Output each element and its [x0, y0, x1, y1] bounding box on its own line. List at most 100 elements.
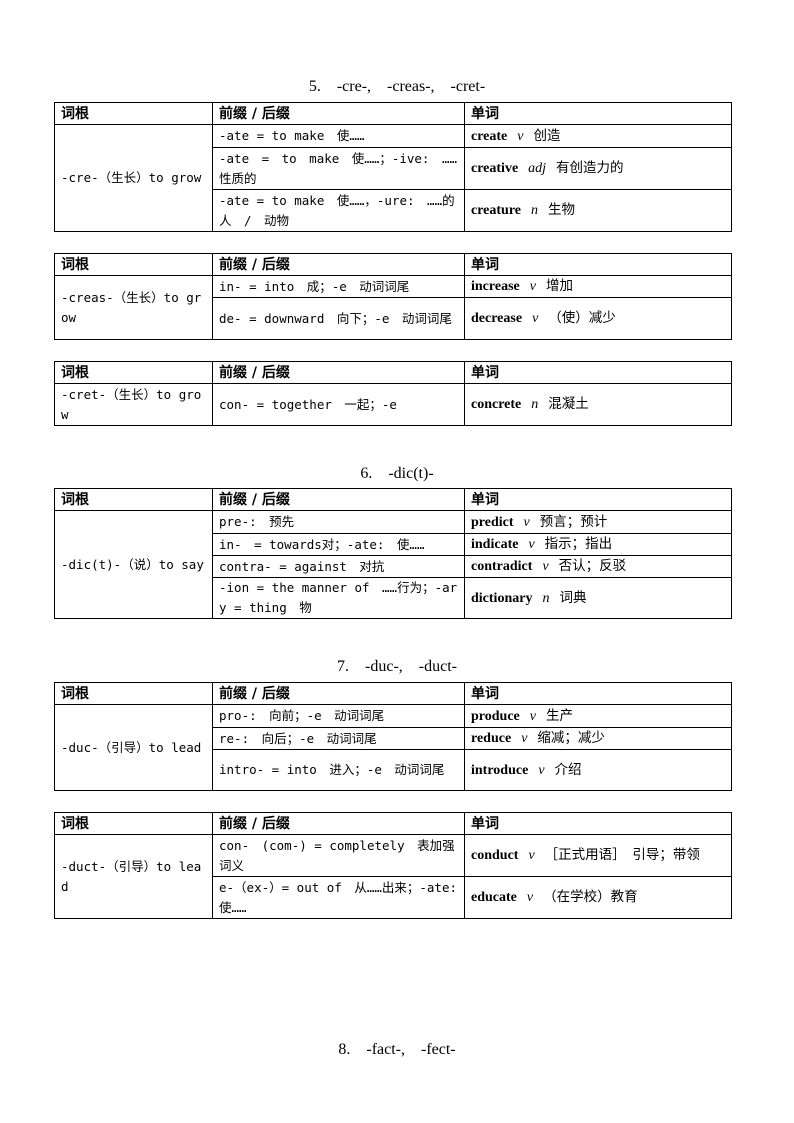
word: dictionary — [471, 590, 533, 606]
table-row: intro- = into 进入；-e 动词词尾 introduce v 介绍 — [55, 749, 732, 791]
word: creature — [471, 203, 522, 218]
word: decrease — [471, 311, 523, 326]
section-heading: 5. -cre-, -creas-, -cret- — [308, 78, 486, 95]
word-cell: predict v 预言；预计 — [464, 510, 732, 534]
root-cell: -dic(t)-（说）to say — [54, 510, 213, 619]
meaning: 生产 — [545, 707, 573, 724]
word: conduct — [471, 848, 519, 863]
word-cell: conduct v ［正式用语］ 引导；带领 — [464, 834, 732, 877]
affix-cell: intro- = into 进入；-e 动词词尾 — [212, 749, 465, 791]
part-of-speech: v — [528, 848, 535, 863]
part-of-speech: v — [542, 559, 549, 574]
affix-cell: con- = together 一起；-e — [212, 383, 465, 426]
meaning: 混凝土 — [548, 396, 589, 412]
header-affix: 前缀 / 后缀 — [212, 361, 465, 384]
word-cell: contradict v 否认；反驳 — [464, 555, 732, 578]
header-affix: 前缀 / 后缀 — [212, 682, 465, 705]
part-of-speech: v — [538, 762, 545, 778]
part-of-speech: v — [528, 537, 535, 552]
table-row: -ate = to make 使……，-ure: ……的人 / 动物 creatu… — [55, 189, 732, 232]
word-cell: dictionary n 词典 — [464, 577, 732, 619]
part-of-speech: n — [542, 590, 550, 606]
table-row: re-: 向后；-e 动词词尾 reduce v 缩减；减少 — [55, 727, 732, 750]
table-row: -duct-（引导）to lead con- (com-) = completel… — [54, 834, 732, 919]
vocab-table: 词根 前缀 / 后缀 单词 -duct-（引导）to lead con- (com-) … — [54, 812, 732, 919]
root-cell: -duc-（引导）to lead — [54, 704, 213, 791]
meaning: 预言；预计 — [539, 513, 608, 530]
affix-cell: con- (com-) = completely 表加强词义 — [212, 834, 465, 877]
word-cell: increase v 增加 — [464, 275, 732, 298]
affix-cell: contra- = against 对抗 — [212, 555, 465, 578]
vocab-table: 词根 前缀 / 后缀 单词 -duc-（引导）to lead pro-: 向前；-e 动… — [54, 682, 732, 791]
header-root: 词根 — [54, 253, 213, 276]
word: create — [471, 128, 508, 144]
header-root: 词根 — [54, 812, 213, 835]
table-row: -cret-（生长）to grow con- = together 一起；-e co… — [54, 383, 732, 426]
header-affix: 前缀 / 后缀 — [212, 488, 465, 511]
table-header-row: 词根 前缀 / 后缀 单词 — [54, 812, 732, 835]
meaning: 否认；反驳 — [558, 558, 627, 574]
word-cell: educate v （在学校）教育 — [464, 876, 732, 919]
vocab-table: 词根 前缀 / 后缀 单词 -creas-（生长）to grow in- = into … — [54, 253, 732, 340]
meaning: 指示；指出 — [544, 536, 613, 552]
header-root: 词根 — [54, 361, 213, 384]
part-of-speech: v — [529, 279, 536, 294]
table-row: de- = downward 向下；-e 动词词尾 decrease v （使）减少 — [55, 297, 732, 340]
word-cell: introduce v 介绍 — [464, 749, 732, 791]
part-of-speech: v — [521, 731, 528, 746]
meaning: （在学校）教育 — [543, 889, 638, 905]
word: reduce — [471, 731, 512, 746]
root-cell: -cret-（生长）to grow — [54, 383, 213, 426]
header-word: 单词 — [464, 682, 732, 705]
meaning: 缩减；减少 — [537, 730, 605, 746]
word-cell: concrete n 混凝土 — [464, 383, 732, 426]
word-cell: decrease v （使）减少 — [464, 297, 732, 340]
header-word: 单词 — [464, 361, 732, 384]
header-word: 单词 — [464, 488, 732, 511]
header-affix: 前缀 / 后缀 — [212, 253, 465, 276]
section-heading: 6. -dic(t)- — [360, 465, 434, 482]
meaning: 增加 — [545, 278, 573, 294]
vocab-table: 词根 前缀 / 后缀 单词 -cre-（生长）to grow -ate = to mak… — [54, 102, 732, 232]
part-of-speech: v — [517, 128, 524, 144]
header-root: 词根 — [54, 102, 213, 125]
affix-cell: in- = into 成；-e 动词词尾 — [212, 275, 465, 298]
vocab-table: 词根 前缀 / 后缀 单词 -cret-（生长）to grow con- = toget… — [54, 361, 732, 426]
word: indicate — [471, 537, 519, 552]
word: contradict — [471, 559, 533, 574]
affix-cell: re-: 向后；-e 动词词尾 — [212, 727, 465, 750]
meaning: 创造 — [533, 127, 561, 144]
word: concrete — [471, 397, 522, 412]
word-cell: indicate v 指示；指出 — [464, 533, 732, 556]
part-of-speech: n — [531, 397, 539, 412]
table-row: -creas-（生长）to grow in- = into 成；-e 动词词尾 in… — [54, 275, 732, 340]
meaning: ［正式用语］ 引导；带领 — [544, 847, 700, 863]
affix-cell: de- = downward 向下；-e 动词词尾 — [212, 297, 465, 340]
affix-cell: -ate = to make 使……，-ure: ……的人 / 动物 — [212, 189, 465, 232]
word-cell: produce v 生产 — [464, 704, 732, 728]
affix-cell: -ate = to make 使……；-ive: ……性质的 — [212, 147, 465, 190]
meaning: 词典 — [559, 589, 587, 606]
table-row: contra- = against 对抗 contradict v 否认；反驳 — [55, 555, 732, 578]
meaning: （使）减少 — [548, 310, 616, 326]
header-root: 词根 — [54, 488, 213, 511]
part-of-speech: adj — [528, 161, 547, 176]
meaning: 生物 — [548, 202, 576, 218]
word: produce — [471, 708, 520, 724]
word: predict — [471, 514, 514, 530]
word-cell: create v 创造 — [464, 124, 732, 148]
affix-cell: pro-: 向前；-e 动词词尾 — [212, 704, 465, 728]
word-cell: creature n 生物 — [464, 189, 732, 232]
part-of-speech: v — [529, 708, 536, 724]
affix-cell: -ate = to make 使…… — [212, 124, 465, 148]
header-affix: 前缀 / 后缀 — [212, 102, 465, 125]
table-row: -dic(t)-（说）to say pre-: 预先 predict v 预言；预计 — [54, 510, 732, 619]
vocab-table: 词根 前缀 / 后缀 单词 -dic(t)-（说）to say pre-: 预先 pred… — [54, 488, 732, 619]
word-cell: creative adj 有创造力的 — [464, 147, 732, 190]
root-cell: -cre-（生长）to grow — [54, 124, 213, 232]
root-cell: -duct-（引导）to lead — [54, 834, 213, 919]
part-of-speech: v — [532, 311, 539, 326]
affix-cell: in- = towards对；-ate: 使…… — [212, 533, 465, 556]
section-heading: 7. -duc-, -duct- — [337, 658, 457, 675]
